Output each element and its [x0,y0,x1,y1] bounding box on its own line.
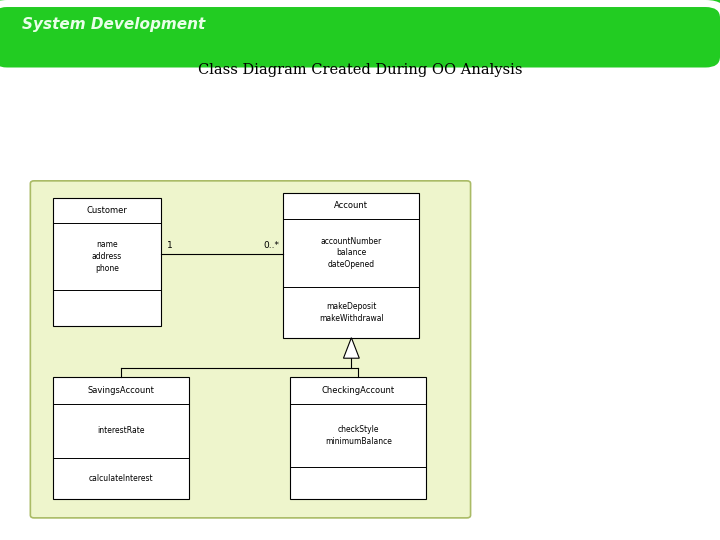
Bar [283,193,420,338]
Bar [53,198,161,326]
Text: 0..*: 0..* [264,241,279,250]
Text: interestRate: interestRate [97,426,145,435]
Text: calculateInterest: calculateInterest [89,474,153,483]
Text: Class Diagram Created During OO Analysis: Class Diagram Created During OO Analysis [198,63,522,77]
Text: System Development: System Development [22,17,205,32]
Text: CheckingAccount: CheckingAccount [322,386,395,395]
Bar [53,377,189,499]
Text: SavingsAccount: SavingsAccount [87,386,154,395]
FancyBboxPatch shape [30,181,471,518]
Text: accountNumber
balance
dateOpened: accountNumber balance dateOpened [320,237,382,269]
Text: checkStyle
minimumBalance: checkStyle minimumBalance [325,426,392,446]
Text: makeDeposit
makeWithdrawal: makeDeposit makeWithdrawal [319,302,384,323]
Text: name
address
phone: name address phone [92,240,122,273]
Text: Account: Account [334,201,369,211]
Text: 1: 1 [167,241,173,250]
FancyBboxPatch shape [0,7,720,68]
Polygon shape [343,338,359,358]
Bar [290,377,426,499]
Text: Customer: Customer [86,206,127,215]
